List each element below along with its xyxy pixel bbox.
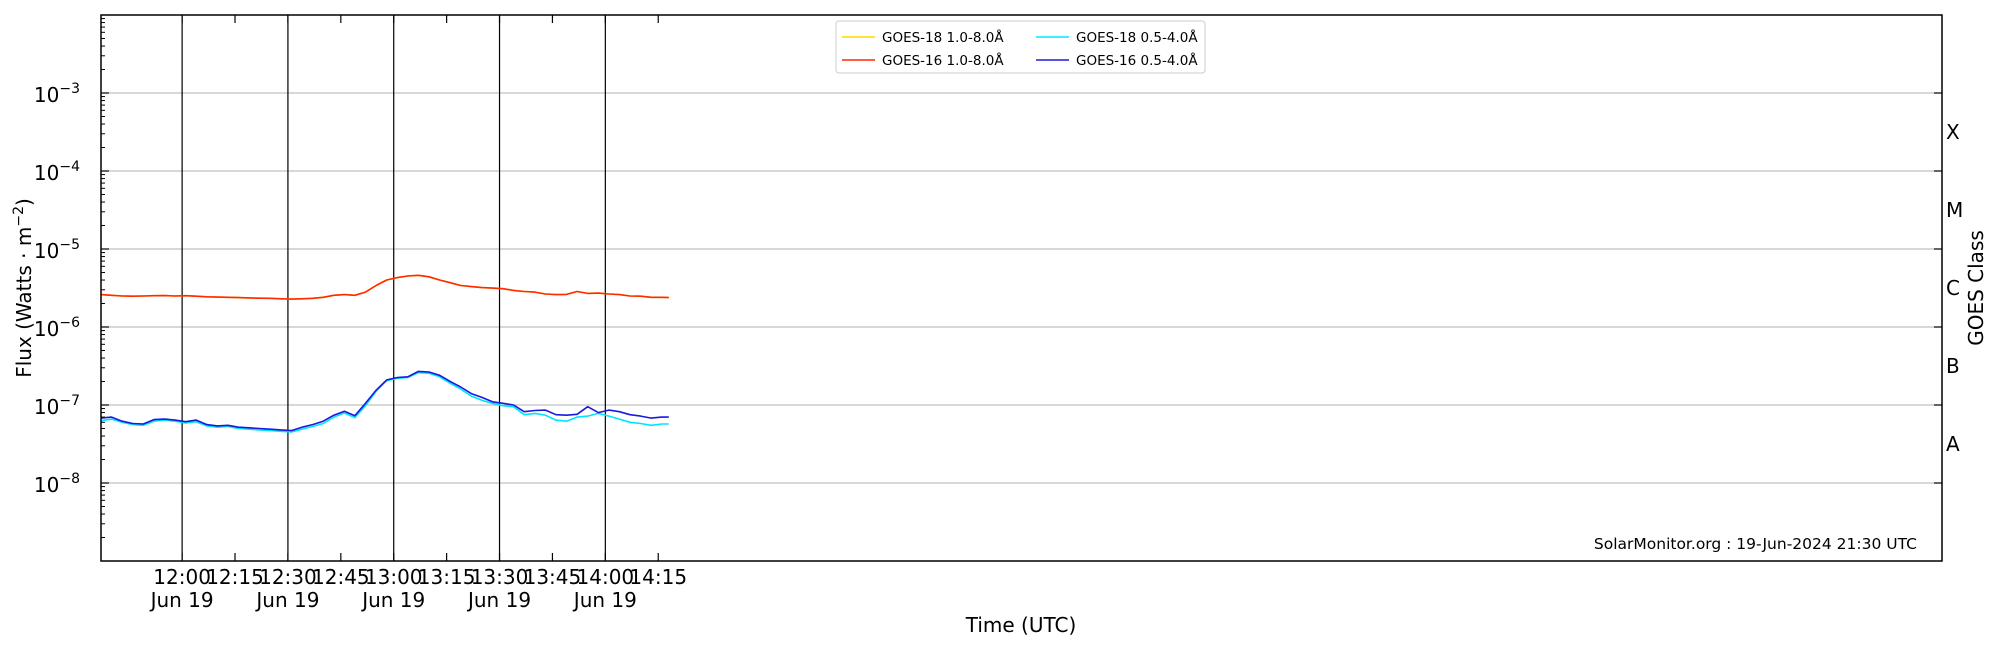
y-tick-label: 10−7 (34, 393, 80, 419)
legend-entry: GOES-16 1.0-8.0Å (882, 52, 1004, 69)
x-tick-time: 12:00 (153, 565, 211, 589)
y-tick-label: 10−5 (34, 237, 80, 263)
x-tick-time: 14:00 (577, 565, 635, 589)
y-tick-label: 10−8 (34, 471, 80, 497)
y-tick-base: 10 (34, 161, 59, 185)
y-tick-power: −6 (59, 315, 80, 331)
x-tick-time: 12:15 (206, 565, 264, 589)
series-line-3 (100, 370, 669, 432)
x-axis-label: Time (UTC) (965, 613, 1077, 637)
day-lines (181, 15, 606, 561)
y-tick-power: −5 (59, 237, 80, 253)
x-tick-time: 13:15 (418, 565, 476, 589)
y-tick-power: −8 (59, 471, 80, 487)
x-tick-date: Jun 19 (572, 588, 637, 612)
y-tick-power: −7 (59, 393, 80, 409)
y-tick-base: 10 (34, 473, 59, 497)
legend-entry: GOES-16 0.5-4.0Å (1076, 52, 1198, 69)
goes-class-labels: A B C M X (1946, 120, 1963, 456)
legend-box (835, 20, 1206, 74)
x-tick-time: 12:45 (312, 565, 370, 589)
x-tick-time: 14:15 (629, 565, 687, 589)
x-tick-time: 13:45 (524, 565, 582, 589)
legend-entry: GOES-18 1.0-8.0Å (882, 29, 1004, 46)
y-axis-label-close: ) (12, 198, 36, 206)
y-tick-label: 10−3 (34, 81, 80, 107)
x-tick-time: 12:30 (259, 565, 317, 589)
x-tick-time: 13:00 (365, 565, 423, 589)
x-tick-date: Jun 19 (254, 588, 319, 612)
y-tick-label: 10−6 (34, 315, 80, 341)
goes-class-a: A (1946, 432, 1960, 456)
y-tick-base: 10 (34, 395, 59, 419)
x-tick-date: Jun 19 (149, 588, 214, 612)
series-lines (100, 274, 669, 433)
goes-class-c: C (1946, 276, 1960, 300)
legend: GOES-18 1.0-8.0Å GOES-18 0.5-4.0Å GOES-16 … (835, 20, 1206, 74)
y-tick-base: 10 (34, 239, 59, 263)
x-tick-date: Jun 19 (466, 588, 531, 612)
goes-class-b: B (1946, 354, 1960, 378)
legend-entry: GOES-18 0.5-4.0Å (1076, 29, 1198, 46)
y-tick-label: 10−4 (34, 159, 80, 185)
goes-class-x: X (1946, 120, 1960, 144)
y-axis-label-exponent: −2 (11, 206, 27, 227)
y-axis-label: Flux (Watts · m−2) (11, 198, 36, 378)
y-tick-power: −3 (59, 81, 80, 97)
y-tick-power: −4 (59, 159, 80, 175)
series-line-1 (100, 274, 669, 300)
x-tick-date: Jun 19 (360, 588, 425, 612)
x-tick-time: 13:30 (471, 565, 529, 589)
goes-class-axis-label: GOES Class (1964, 230, 1988, 346)
y-tick-base: 10 (34, 317, 59, 341)
y-tick-base: 10 (34, 83, 59, 107)
y-axis-label-base: Flux (Watts · m (12, 227, 36, 378)
plot-frame (100, 14, 1943, 562)
horizontal-grid (101, 92, 1942, 484)
y-axis-ticks: 10−810−710−610−510−410−3 (34, 18, 1942, 539)
watermark-text: SolarMonitor.org : 19-Jun-2024 21:30 UTC (1594, 535, 1917, 553)
goes-class-m: M (1946, 198, 1963, 222)
